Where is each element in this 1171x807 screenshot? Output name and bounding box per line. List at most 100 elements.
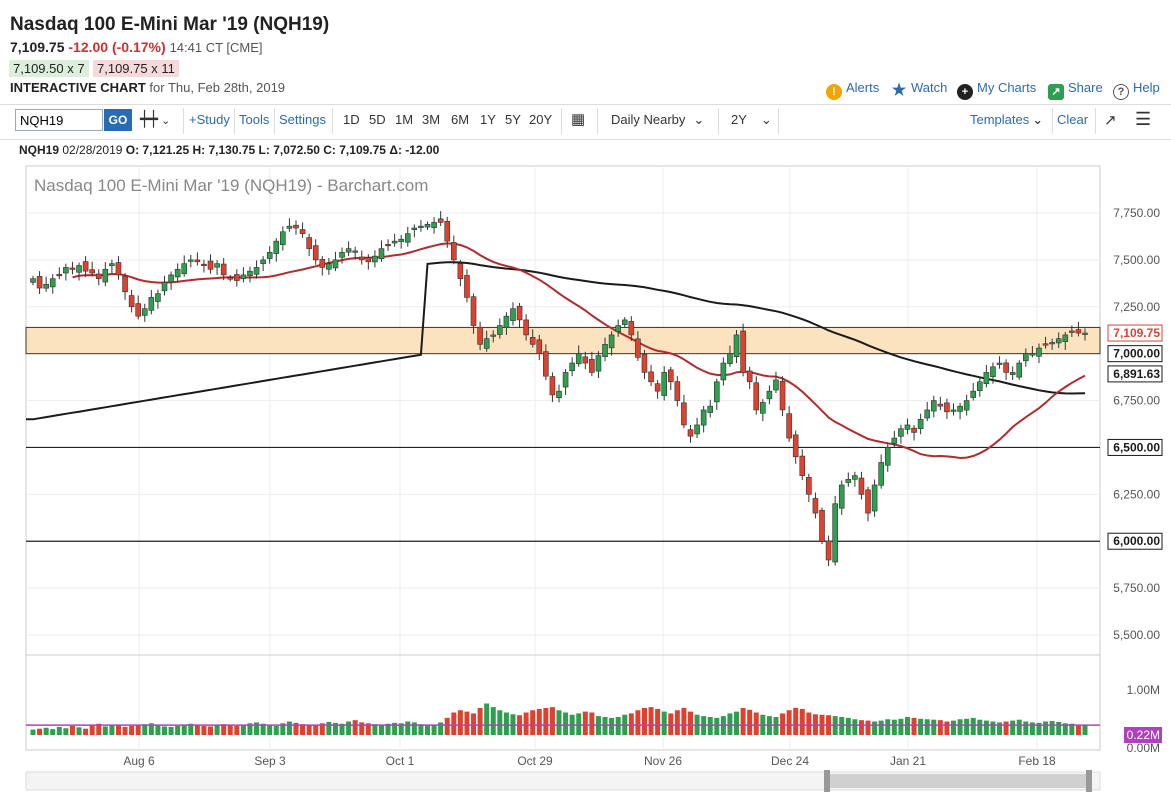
alerts-link[interactable]: ! Alerts: [826, 80, 879, 100]
volume-bar: [576, 713, 582, 735]
candle: [266, 246, 273, 264]
candle: [549, 372, 556, 403]
period-1d[interactable]: 1D: [343, 112, 360, 127]
candle: [220, 258, 227, 281]
period-1y[interactable]: 1Y: [480, 112, 496, 127]
candle-body: [963, 400, 970, 411]
add-study-button[interactable]: +Study: [189, 112, 230, 127]
candle-body: [707, 405, 714, 413]
volume-bar: [688, 711, 693, 735]
candle: [194, 252, 201, 266]
my-charts-link[interactable]: + My Charts: [957, 80, 1036, 100]
candle: [950, 403, 957, 416]
menu-icon[interactable]: ☰: [1135, 109, 1152, 129]
volume-bar: [490, 707, 496, 735]
volume-bar: [872, 721, 878, 735]
candle-body: [36, 276, 43, 289]
x-tick-label: Aug 6: [123, 754, 155, 768]
volume-bar: [1010, 720, 1016, 735]
candle-body: [122, 275, 128, 293]
volume-bar: [162, 726, 167, 735]
candle-body: [562, 372, 569, 388]
price-change: -12.00 (-0.17%): [68, 39, 166, 55]
candle: [89, 261, 95, 277]
volume-bar: [885, 719, 891, 735]
period-20y[interactable]: 20Y: [529, 112, 553, 127]
candle-body: [398, 238, 405, 242]
volume-bar: [227, 725, 233, 735]
candle-body: [621, 319, 628, 325]
share-link[interactable]: ↗ Share: [1048, 80, 1103, 100]
period-1m[interactable]: 1M: [395, 112, 414, 127]
candle: [667, 366, 674, 391]
volume-bar: [339, 723, 345, 735]
period-3m[interactable]: 3M: [422, 112, 441, 127]
candle: [996, 356, 1003, 369]
candle: [431, 217, 437, 234]
price-tag-label: 6,500.00: [1113, 440, 1160, 454]
candle-body: [207, 260, 214, 270]
candle-body: [247, 270, 253, 276]
candle: [930, 395, 937, 418]
candle: [312, 239, 319, 265]
tools-button[interactable]: Tools: [239, 112, 270, 127]
candle-body: [720, 362, 727, 381]
candle-body: [543, 351, 549, 377]
volume-bar: [1023, 721, 1029, 735]
candle-body: [391, 240, 398, 244]
candle: [36, 271, 43, 295]
last-price: 7,109.75: [10, 39, 65, 55]
candle-body: [234, 274, 240, 281]
candle: [990, 362, 996, 384]
volume-bar: [918, 718, 924, 735]
clear-button[interactable]: Clear: [1057, 112, 1089, 127]
candle-body: [891, 437, 898, 444]
candle-body: [1082, 332, 1088, 335]
volume-bar: [208, 726, 214, 735]
candle: [615, 319, 621, 337]
candle: [707, 399, 714, 418]
candle: [497, 318, 503, 339]
watch-label: Watch: [911, 80, 948, 95]
symbol-input[interactable]: [15, 109, 103, 131]
period-6m[interactable]: 6M: [451, 112, 470, 127]
calendar-icon[interactable]: ▦: [571, 111, 586, 128]
scroller-right-handle: [1086, 770, 1092, 792]
expand-icon[interactable]: ↗: [1104, 112, 1117, 129]
candle: [477, 321, 483, 351]
resistance-zone: [25, 326, 1101, 355]
help-link[interactable]: ? Help: [1113, 80, 1160, 100]
x-tick-label: Oct 1: [386, 754, 415, 768]
candle: [227, 274, 234, 282]
candle-body: [825, 540, 832, 561]
volume-bar: [1069, 723, 1075, 735]
y-tick-label: 5,750.00: [1113, 581, 1160, 595]
price-chart[interactable]: 7,750.00 7,500.00 7,250.00 7,000.00 6,750.00…: [0, 160, 1171, 807]
candle-body: [582, 356, 589, 364]
templates-dropdown[interactable]: Templates ⌄: [970, 112, 1043, 128]
range-label: 2Y: [731, 112, 747, 127]
aggregation-dropdown[interactable]: Daily Nearby ⌄: [611, 112, 704, 128]
candle: [713, 378, 720, 410]
volume-bar: [43, 727, 49, 735]
candle-body: [845, 479, 852, 483]
volume-bar: [681, 708, 687, 735]
candle-body: [497, 325, 503, 335]
period-5d[interactable]: 5D: [369, 112, 386, 127]
volume-bar: [444, 717, 450, 735]
chevron-down-icon: ⌄: [1032, 112, 1044, 127]
go-button[interactable]: GO: [104, 109, 132, 131]
candle-body: [411, 227, 418, 230]
range-dropdown[interactable]: 2Y ⌄: [731, 112, 772, 128]
settings-button[interactable]: Settings: [279, 112, 326, 127]
volume-bar: [937, 720, 943, 735]
candle: [293, 220, 299, 235]
watch-link[interactable]: ★ Watch: [891, 80, 948, 99]
candle-body: [188, 259, 194, 262]
help-label: Help: [1133, 80, 1160, 95]
candle-body: [457, 263, 464, 279]
candle: [529, 329, 536, 348]
period-5y[interactable]: 5Y: [505, 112, 521, 127]
chart-type-dropdown[interactable]: ┿┿ ⌄: [140, 110, 170, 128]
candle: [1036, 343, 1042, 364]
